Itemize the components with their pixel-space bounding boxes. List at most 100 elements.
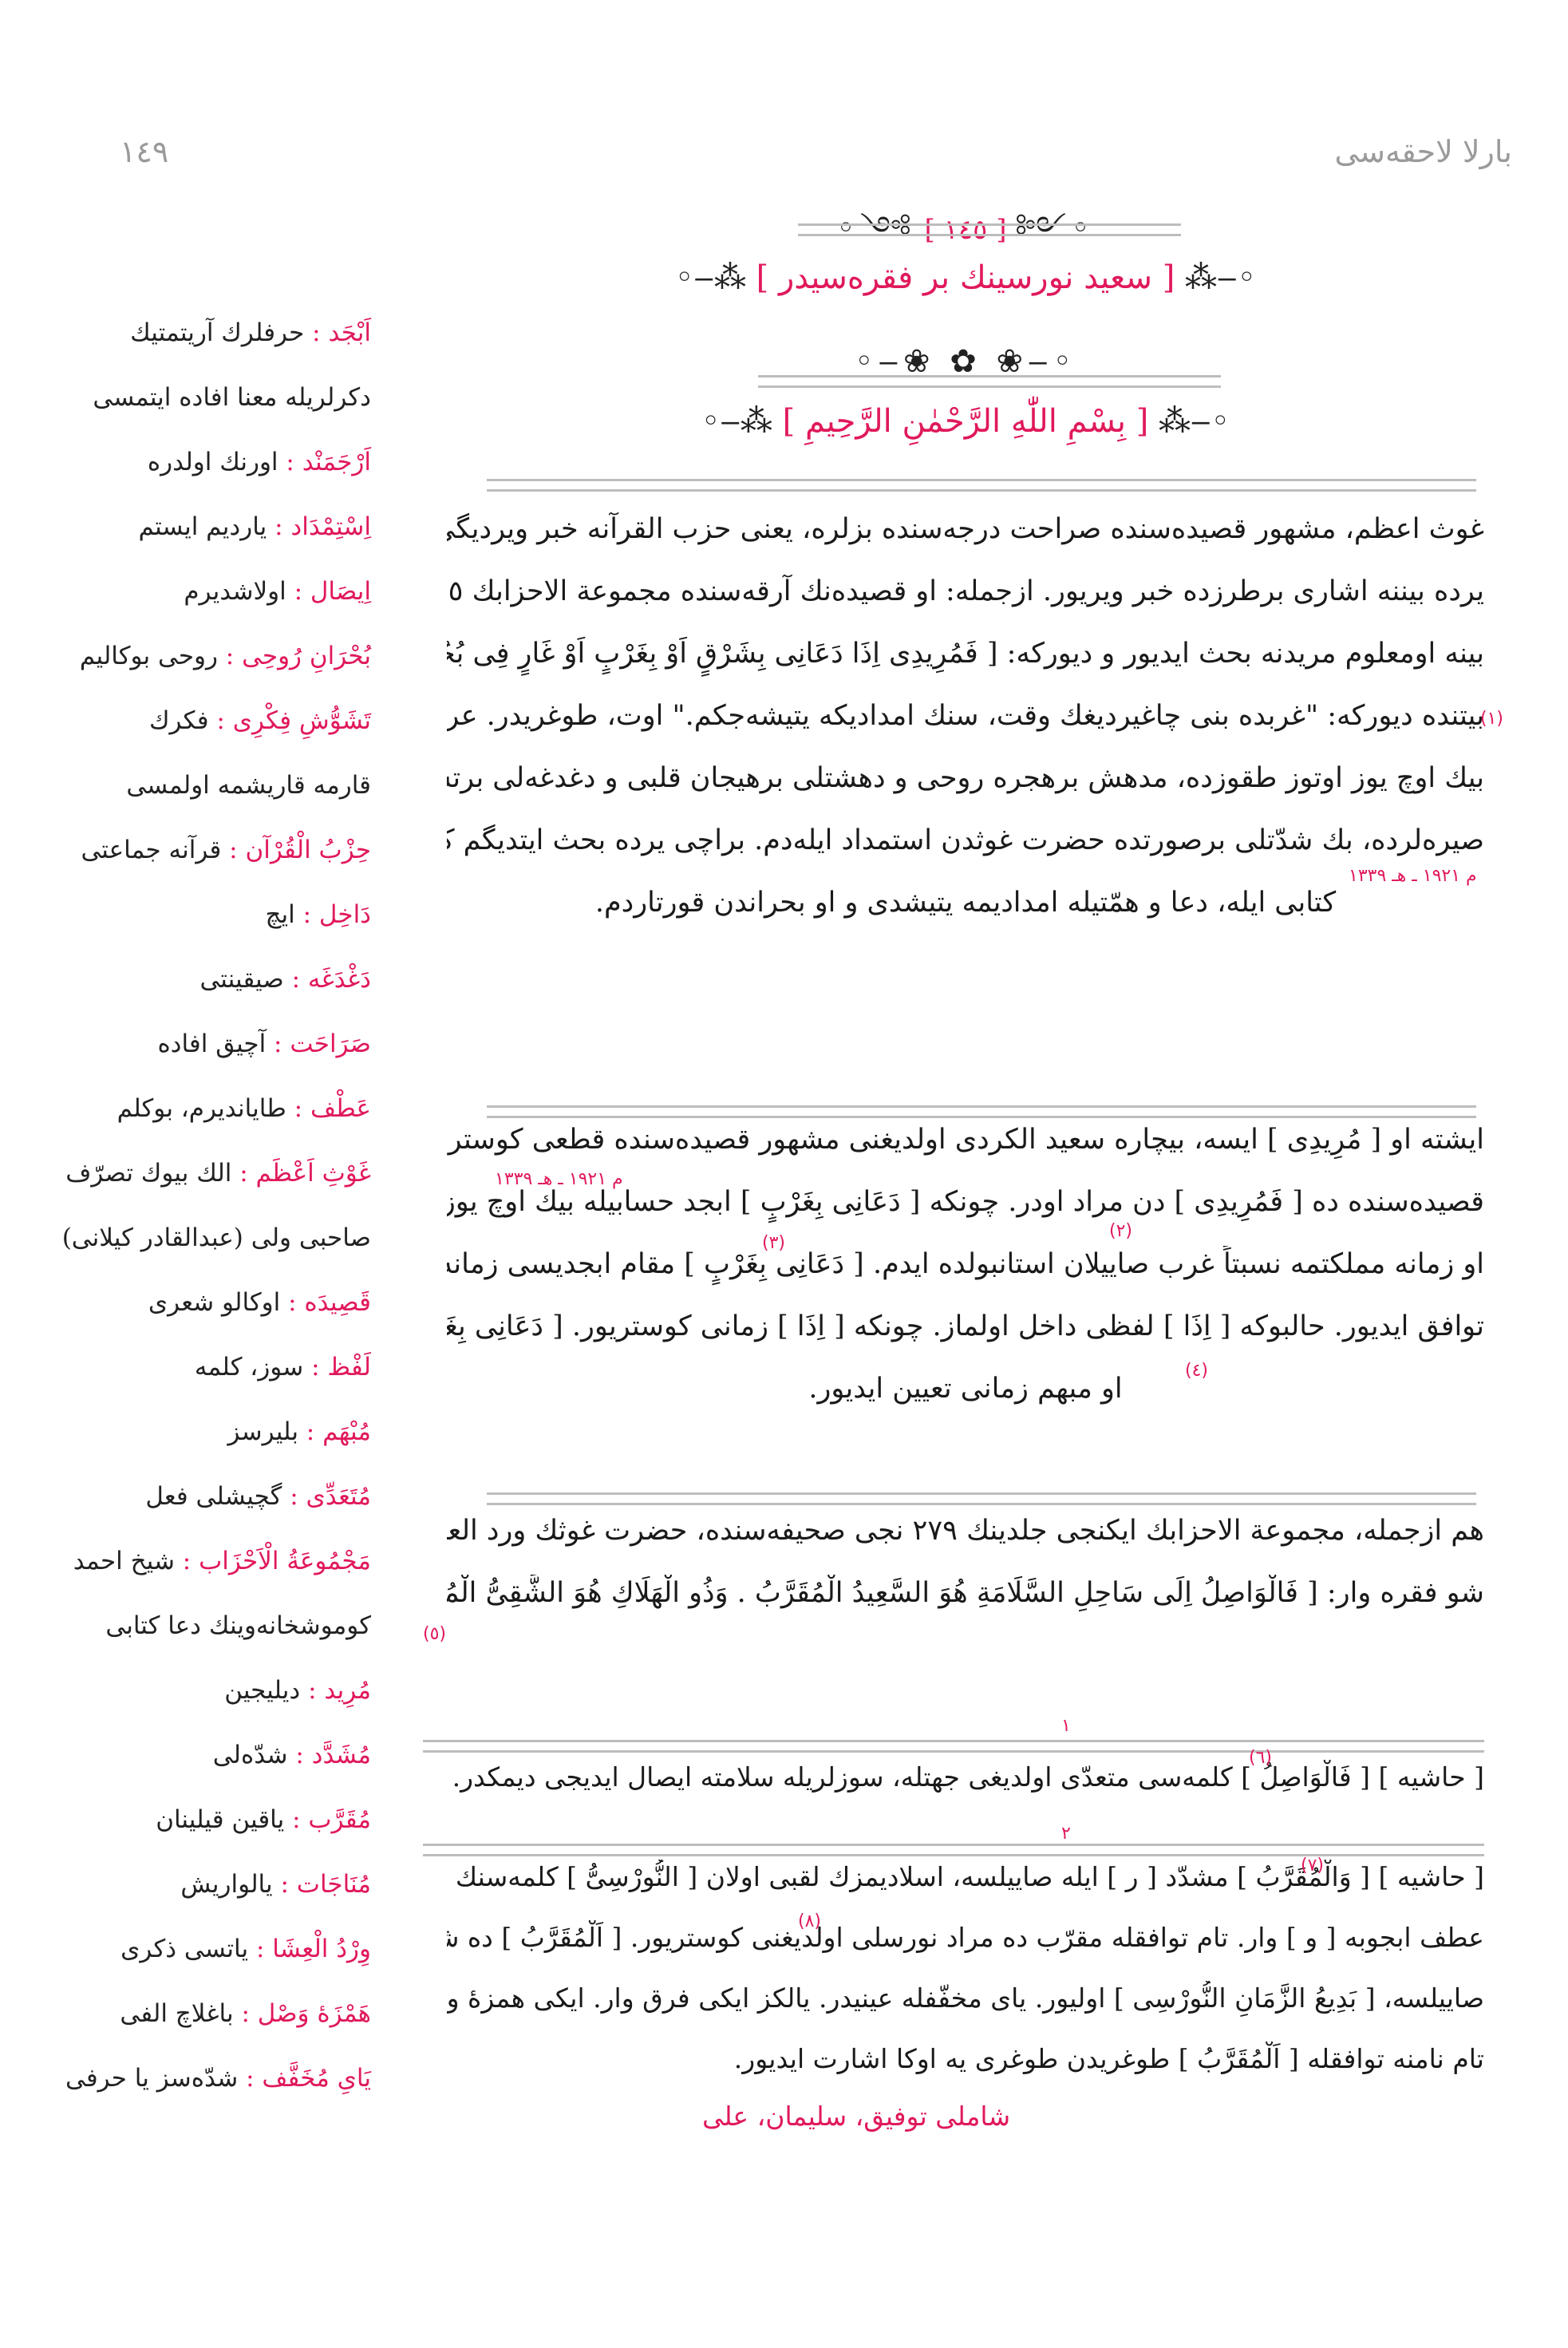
glossary-definition: حرفلرك آریتمتیك (130, 318, 305, 347)
main-text-block-1: غوث اعظم، مشهور قصیده‌سنده صراحت درجه‌سن… (447, 511, 1484, 947)
glossary-definition: دکرلریله معنا افاده ایتمسی (93, 383, 371, 412)
title-rule (798, 223, 1181, 236)
glossary-definition: فکرك (148, 706, 209, 735)
body-line: یرده بیننه اشاری برطرزده خبر ویریور. ازج… (447, 575, 1484, 607)
glossary-definition: یاقین قیلینان (156, 1805, 285, 1834)
glossary-definition: بلیرسز (227, 1417, 298, 1446)
glossary-term: بُحْرَانِ رُوحِى : (217, 642, 371, 670)
basmala-line: ◦‒⁂ [ بِسْمِ اللّٰهِ الرَّحْمٰنِ الرَّحِ… (447, 403, 1484, 440)
ornament-left: ◦༺ (1015, 210, 1095, 247)
footnote-line: [ حاشیه ] [ وَالْمُقَرَّبُ ] مشدّد [ ر ]… (447, 1861, 1484, 1892)
signature: شاملی توفیق، سلیمان، علی (702, 2101, 1011, 2132)
glossary-entry: مُبْهَم : بلیرسز (28, 1418, 371, 1445)
glossary-definition: قرآنه جماعتی (81, 836, 222, 864)
footnote-line: [ حاشیه ] [ فَالْوَاصِلُ ] کلمه‌سی متعدّ… (452, 1761, 1484, 1793)
glossary-term: دَاخِل : (294, 900, 371, 929)
glossary-definition: گچیشلی فعل (145, 1482, 282, 1511)
body-line: کتابی ایله، دعا و همّتیله امدادیمه یتیشد… (594, 887, 1337, 919)
glossary-term: مَجْمُوعَةُ الْاَحْزَاب : (174, 1547, 371, 1575)
ornament-right: ⁂‒◦ (674, 259, 746, 296)
book-title: بارلا لاحقه‌سی (1334, 134, 1512, 169)
date-note: م ١٩٢١ ـ هـ ١٣٣٩ (495, 1169, 623, 1189)
glossary-entry: حِزْبُ الْقُرْآن : قرآنه جماعتی (28, 836, 371, 864)
glossary-term: عَطْف : (286, 1094, 371, 1123)
footnote-number-1: ١ (1061, 1716, 1071, 1736)
glossary-definition: باغلاچ الفی (120, 1999, 234, 2028)
glossary-entry: اِیصَال : اولاشدیرم (28, 578, 371, 605)
glossary-entry: صاحبی ولی (عبدالقادر کیلانی) (28, 1224, 371, 1251)
body-line: هم ازجمله، مجموعة الاحزابك ایکنجی جلدینك… (447, 1515, 1484, 1547)
glossary-definition: شدّه‌سز یا حرفی (65, 2064, 239, 2093)
body-line: قصیده‌سنده ده [ فَمُرِيدِى ] دن مراد اود… (447, 1186, 1484, 1218)
glossary-term: مُتَعَدِّى : (282, 1482, 371, 1511)
glossary-entry: صَرَاحَت : آچیق افاده (28, 1030, 371, 1057)
glossary-term: مُبْهَم : (298, 1417, 371, 1446)
glossary-term: مُنَاجَات : (272, 1870, 371, 1899)
glossary-entry: کوموشخانه‌وینك دعا کتابی (28, 1612, 371, 1639)
glossary-definition: یاتسی ذکری (120, 1935, 249, 1963)
footnote-line: تام نامنه توافقله [ اَلْمُقَرَّبُ ] طوغر… (733, 2043, 1484, 2074)
glossary-term: حِزْبُ الْقُرْآن : (221, 836, 371, 864)
glossary-term: مُشَدَّد : (287, 1741, 371, 1769)
glossary-definition: شیخ احمد (73, 1547, 175, 1575)
footnote-1: [ حاشیه ] [ فَالْوَاصِلُ ] کلمه‌سی متعدّ… (447, 1760, 1484, 1816)
footnote-marker-7: (٧) (1301, 1856, 1325, 1876)
glossary-entry: دَغْدَغَه : صیقینتی (28, 966, 371, 993)
glossary-definition: ایچ (265, 900, 295, 929)
glossary-entry: وِرْدُ الْعِشَا : یاتسی ذکری (28, 1935, 371, 1963)
ornament-right: ༻◦ (836, 210, 916, 247)
footnote-line: صاییلسه، [ بَدِيعُ الزَّمَانِ النُّورْسِ… (447, 1982, 1484, 2014)
glossary-entry: قارمه قاریشمه اولمسی (28, 772, 371, 799)
glossary-definition: یاردیم ایستم (138, 512, 267, 541)
glossary-entry: قَصِیدَه : اوکالو شعری (28, 1289, 371, 1316)
glossary-term: اَرْجَمَنْد : (278, 448, 371, 476)
body-line: ایشته او [ مُرِيدِى ] ایسه، بیچاره سعید … (447, 1124, 1484, 1156)
glossary-term: دَغْدَغَه : (283, 965, 371, 994)
left-gutter (0, 0, 399, 2348)
ornament-left: ◦‒⁂ (1159, 403, 1230, 440)
glossary-entry: مُرِید : دیلیجین (28, 1677, 371, 1704)
glossary-definition: صاحبی ولی (عبدالقادر کیلانی) (61, 1223, 371, 1252)
glossary-definition: صیقینتی (199, 965, 284, 994)
glossary-entry: لَفْظ : سوز، کلمه (28, 1354, 371, 1381)
footnote-marker-5: (٥) (423, 1624, 447, 1644)
ornament-left: ◦‒⁂ (1185, 259, 1257, 296)
glossary-definition: روحی بوکالیم (79, 642, 218, 670)
footnote-line: عطف ابجوبه [ و ] وار. تام توافقله مقرّب … (447, 1922, 1484, 1953)
letter-heading-line: ◦‒⁂ [ سعید نورسینك بر فقره‌سیدر ] ⁂‒◦ (447, 259, 1484, 296)
glossary-definition: شدّه‌لی (212, 1741, 288, 1769)
body-line: توافق ایدیور. حالبوکه [ اِذَا ] لفظی داخ… (447, 1310, 1484, 1342)
glossary-term: یَاىِ مُخَفَّف : (238, 2064, 371, 2093)
body-line: او زمانه مملکتمه نسبتاً غرب صاییلان استا… (447, 1248, 1484, 1280)
basmala-rule (758, 375, 1221, 388)
glossary-term: لَفْظ : (303, 1353, 371, 1382)
glossary-definition: اولاشدیرم (184, 577, 286, 606)
page-number: ١٤٩ (120, 134, 169, 169)
glossary-entry: هَمْزَهٔ وَصْل : باغلاچ الفی (28, 2000, 371, 2027)
glossary-entry: دَاخِل : ایچ (28, 901, 371, 928)
glossary-entry: مُتَعَدِّى : گچیشلی فعل (28, 1483, 371, 1510)
glossary-term: قَصِیدَه : (280, 1288, 371, 1317)
body-line-quote: شو فقره وار: [ فَالْوَاصِلُ اِلَى سَاحِل… (447, 1577, 1484, 1609)
footnote-marker-8: (٨) (798, 1911, 822, 1931)
page (399, 0, 1568, 2348)
date-note: م ١٩٢١ ـ هـ ١٣٣٩ (1349, 866, 1477, 886)
body-line-quote: بینه اومعلوم مریدنه بحث ایدیور و دیورکه:… (447, 638, 1484, 670)
body-line: بیتنده دیورکه: "غربده بنی چاغیردیغك وقت،… (447, 700, 1484, 732)
glossary-term: وِرْدُ الْعِشَا : (248, 1935, 371, 1963)
glossary-entry: مَجْمُوعَةُ الْاَحْزَاب : شیخ احمد (28, 1548, 371, 1575)
glossary-entry: عَطْف : طایاندیرم، بوکلم (28, 1095, 371, 1122)
section-rule (487, 479, 1476, 492)
glossary-entry: مُقَرَّب : یاقین قیلینان (28, 1806, 371, 1833)
glossary-entry: اِسْتِمْدَاد : یاردیم ایستم (28, 513, 371, 540)
main-text-block-3: هم ازجمله، مجموعة الاحزابك ایکنجی جلدینك… (447, 1512, 1484, 1637)
body-line: صیره‌لرده، بك شدّتلی برصورتده حضرت غوثدن… (447, 824, 1484, 856)
glossary-entry: تَشَوُّشِ فِکْرِى : فکرك (28, 707, 371, 734)
body-line: بیك اوچ یوز اوتوز طقوزده، مدهش برهجره رو… (447, 762, 1484, 794)
glossary-definition: طایاندیرم، بوکلم (117, 1094, 286, 1123)
letter-heading: [ سعید نورسینك بر فقره‌سیدر ] (756, 259, 1175, 296)
ornament-right: ⁂‒◦ (701, 403, 772, 440)
glossary-entry: اَرْجَمَنْد : اورنك اولدره (28, 449, 371, 476)
glossary-term: هَمْزَهٔ وَصْل : (233, 1999, 371, 2028)
body-line: او مبهم زمانی تعیین ایدیور. (808, 1373, 1123, 1405)
